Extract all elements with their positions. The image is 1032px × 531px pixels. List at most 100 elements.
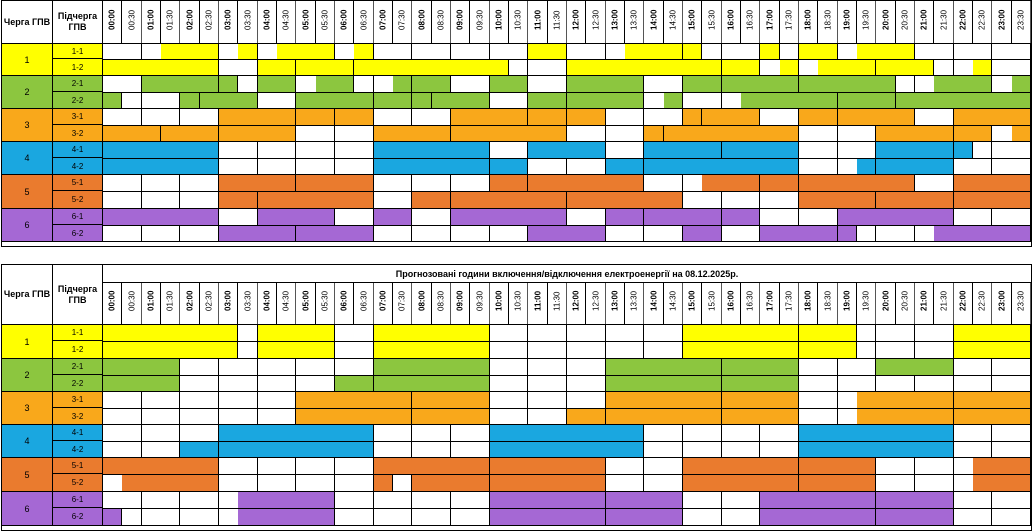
- hour-cell: [954, 44, 992, 59]
- time-header: 18:00: [799, 1, 818, 43]
- time-header: 13:00: [606, 1, 625, 43]
- hour-cell: [180, 425, 219, 441]
- time-label: 22:30: [977, 290, 987, 311]
- hour-cell: [606, 125, 644, 141]
- outage-block: [722, 209, 760, 225]
- outage-block: [760, 44, 780, 59]
- time-header: 13:00: [606, 283, 625, 324]
- outage-block: [451, 109, 528, 125]
- time-header: 16:30: [741, 283, 760, 324]
- hour-cell: [567, 359, 606, 375]
- outage-block: [606, 375, 722, 391]
- time-label: 17:00: [765, 290, 774, 311]
- hour-cell: [451, 225, 490, 241]
- hour-cell: [760, 191, 799, 208]
- outage-block: [683, 109, 702, 125]
- row-divider: [103, 191, 1031, 192]
- subqueue-label: 2-2: [53, 375, 103, 391]
- time-header: 01:30: [161, 283, 180, 324]
- hour-cell: [412, 175, 451, 191]
- time-header: 14:30: [664, 283, 683, 324]
- time-header: 06:00: [335, 1, 354, 43]
- outage-block: [258, 191, 374, 208]
- schedule-table: Черга ГПВ Підчерга ГПВ Прогнозовані години…: [1, 264, 1032, 531]
- hour-cell: [219, 209, 258, 225]
- hour-cell: [219, 142, 258, 158]
- schedule-row: [103, 59, 1031, 75]
- outage-block: [374, 158, 490, 174]
- hour-cell: [683, 441, 722, 457]
- hour-cell: [954, 425, 992, 441]
- outage-block: [683, 76, 722, 92]
- subqueue-label: 6-1: [53, 492, 103, 508]
- outage-block: [451, 209, 567, 225]
- queue-number: 1: [2, 44, 53, 75]
- time-label: 15:30: [707, 290, 716, 311]
- hour-cell: [335, 325, 374, 341]
- hour-cell: [412, 508, 451, 525]
- hour-cell: [219, 59, 258, 75]
- hour-cell: [606, 474, 644, 491]
- outage-block: [490, 508, 606, 525]
- hour-cell: [296, 359, 335, 375]
- outage-block: [1012, 76, 1031, 92]
- hour-cell: [451, 44, 490, 59]
- hour-cell: [412, 209, 451, 225]
- subqueue-label: 2-1: [53, 76, 103, 92]
- outage-block: [567, 59, 722, 75]
- outage-block: [374, 92, 412, 108]
- hour-cell: [219, 359, 258, 375]
- hour-cell: [296, 375, 335, 391]
- hour-cell: [722, 44, 760, 59]
- hour-cell: [992, 209, 1031, 225]
- hour-cell: [103, 44, 142, 59]
- time-header: 10:30: [509, 283, 528, 324]
- hour-cell: [528, 325, 567, 341]
- outage-block: [122, 474, 219, 491]
- outage-block: [954, 191, 1031, 208]
- hour-cell: [644, 109, 683, 125]
- time-label: 21:00: [919, 9, 929, 30]
- outage-block: [180, 441, 219, 457]
- subqueue-label: 5-2: [53, 474, 103, 491]
- time-header: 17:30: [780, 1, 799, 43]
- time-label: 22:30: [977, 9, 987, 30]
- time-header: 23:30: [1012, 283, 1031, 324]
- time-header: 00:30: [122, 1, 142, 43]
- time-header: 15:00: [683, 1, 702, 43]
- hour-cell: [799, 158, 838, 174]
- outage-block: [103, 508, 122, 525]
- hour-cell: [490, 341, 528, 358]
- hour-cell: [722, 441, 760, 457]
- outage-block: [954, 142, 973, 158]
- subqueue-header: Підчерга ГПВ: [53, 1, 103, 43]
- time-label: 15:00: [687, 290, 697, 311]
- hour-cell: [915, 175, 954, 191]
- time-header: 20:00: [876, 283, 896, 324]
- hour-cell: [954, 375, 992, 391]
- time-header: 06:30: [354, 1, 374, 43]
- outage-block: [219, 225, 296, 241]
- hour-cell: [490, 359, 528, 375]
- hour-cell: [103, 175, 142, 191]
- time-header: 09:00: [451, 283, 470, 324]
- outage-block: [973, 59, 992, 75]
- outage-block: [316, 76, 354, 92]
- hour-cell: [838, 125, 876, 141]
- subqueue-label: 4-2: [53, 158, 103, 174]
- schedule-row: [103, 425, 1031, 441]
- time-label: 18:30: [823, 9, 832, 30]
- time-label: 17:30: [784, 9, 794, 30]
- time-label: 01:00: [146, 9, 156, 30]
- outage-block: [296, 59, 354, 75]
- table-header: Черга ГПВ Підчерга ГПВ Прогнозовані години…: [2, 265, 1031, 325]
- hour-cell: [567, 375, 606, 391]
- schedule-row: [103, 109, 1031, 125]
- hour-cell: [374, 474, 412, 491]
- hour-cell: [606, 325, 644, 341]
- time-label: 12:30: [591, 290, 600, 311]
- hour-cell: [644, 425, 683, 441]
- outage-block: [103, 142, 219, 158]
- time-header: 22:30: [973, 283, 992, 324]
- outage-block: [103, 325, 238, 341]
